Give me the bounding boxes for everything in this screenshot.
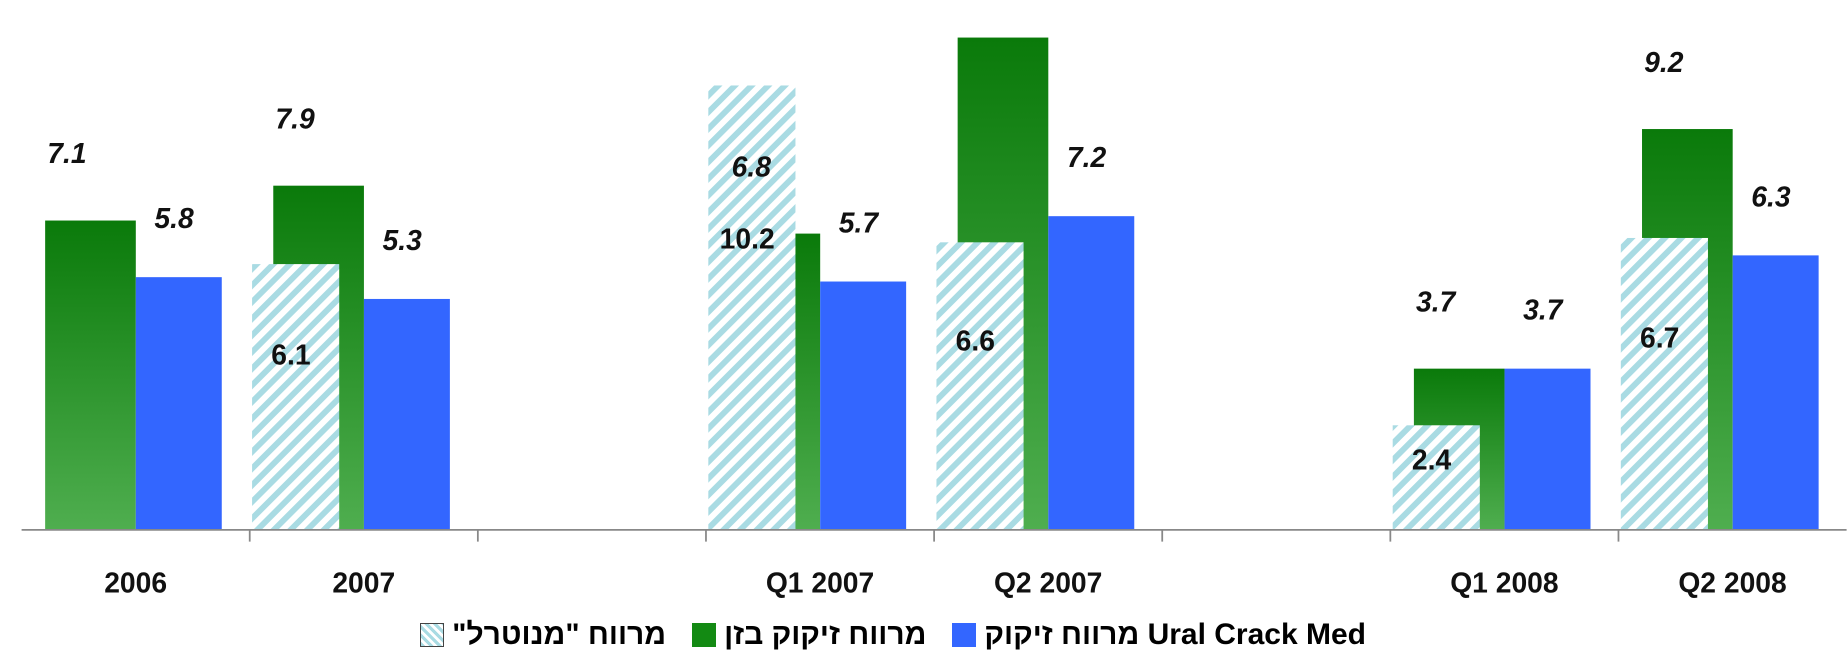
bar <box>708 85 796 530</box>
data-label: 6.1 <box>271 339 310 371</box>
bar <box>1620 237 1708 530</box>
bar <box>820 281 907 530</box>
data-label: 3.7 <box>1523 294 1564 326</box>
x-tick-label: Q2 2008 <box>1678 567 1786 599</box>
data-label: 6.3 <box>1751 180 1791 212</box>
legend-label: מרווח זיקוק בזן <box>724 618 927 651</box>
legend-swatch <box>692 623 717 647</box>
x-tick-label: Q1 2008 <box>1450 567 1558 599</box>
data-label: 7.2 <box>1067 141 1107 173</box>
bar <box>363 298 450 530</box>
data-label: 7.1 <box>47 137 86 169</box>
data-label: 9.2 <box>1644 46 1684 78</box>
x-tick-label: 2007 <box>332 567 395 599</box>
bar <box>1504 368 1591 530</box>
legend-label: מרווח "מנוטרל" <box>452 618 667 651</box>
data-label: 6.6 <box>956 324 995 356</box>
bar <box>1392 425 1480 530</box>
x-tick-label: Q2 2007 <box>994 567 1102 599</box>
data-label: 10.2 <box>720 222 775 254</box>
x-tick-label: Q1 2007 <box>766 567 874 599</box>
data-label: 5.7 <box>839 206 880 238</box>
data-label: 2.4 <box>1412 443 1452 475</box>
bar <box>936 242 1024 530</box>
legend-swatch <box>420 623 445 647</box>
data-label: 5.3 <box>383 224 423 256</box>
legend-item: מרווח זיקוק בזן <box>692 618 926 652</box>
bar <box>135 277 222 530</box>
legend-item: Ural Crack Med מרווח זיקוק <box>952 618 1366 652</box>
legend-item: מרווח "מנוטרל" <box>420 618 666 652</box>
data-label: 6.7 <box>1640 322 1679 354</box>
bar <box>1732 255 1819 530</box>
legend-label: Ural Crack Med מרווח זיקוק <box>984 618 1366 651</box>
legend: Ural Crack Med מרווח זיקוק מרווח זיקוק בז… <box>420 618 1366 652</box>
data-label: 6.8 <box>732 150 772 182</box>
bar <box>1048 216 1135 530</box>
legend-swatch <box>952 623 977 647</box>
data-label: 7.9 <box>275 102 315 134</box>
bar <box>45 220 136 530</box>
bar <box>252 264 340 530</box>
data-label: 5.8 <box>154 202 194 234</box>
x-tick-label: 2006 <box>104 567 167 599</box>
data-label: 3.7 <box>1416 285 1457 317</box>
